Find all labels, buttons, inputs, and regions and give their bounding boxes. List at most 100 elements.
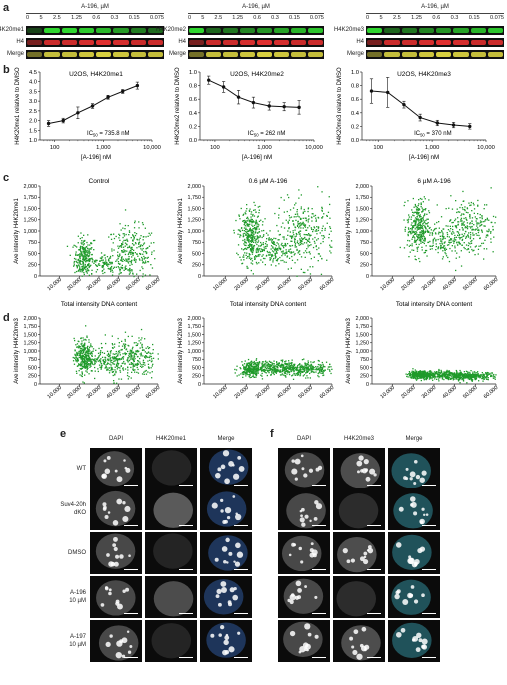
scatter-point: [452, 240, 454, 242]
scatter-point: [307, 363, 309, 366]
scatter-point: [112, 369, 114, 371]
scatter-point: [416, 232, 418, 234]
scatter-point: [129, 353, 132, 355]
scatter-point: [459, 377, 462, 379]
scatter-point: [462, 379, 465, 381]
scatter-point: [121, 345, 124, 347]
scatter-point: [121, 244, 123, 246]
scatter-point: [91, 269, 93, 271]
scatter-point: [465, 217, 467, 219]
scatter-point: [104, 367, 106, 369]
scatter-point: [420, 230, 423, 232]
scatter-point: [255, 251, 257, 253]
scatter-point: [93, 363, 95, 366]
scatter-point: [422, 239, 425, 241]
scatter-point: [422, 222, 425, 224]
scatter-point: [262, 243, 264, 246]
scatter-point: [315, 366, 317, 368]
scatter-point: [80, 375, 83, 377]
scatter-point: [116, 361, 119, 363]
scatter-point: [244, 223, 246, 225]
scatter-point: [426, 229, 429, 231]
scatter-point: [416, 229, 418, 231]
scatter-point: [77, 365, 79, 367]
concentration-label: 0.3: [450, 15, 459, 21]
scatter-point: [86, 361, 88, 363]
scatter-point: [249, 367, 251, 369]
scatter-point: [66, 245, 69, 247]
scatter-point: [255, 364, 258, 366]
y-tick-label: 1,000: [24, 229, 38, 235]
scatter-point: [255, 359, 257, 361]
scatter-point: [86, 357, 88, 360]
blot-band: [418, 52, 434, 57]
scatter-point: [408, 371, 411, 373]
scatter-point: [299, 230, 302, 232]
y-axis-label: Ave intensity H4K20me3: [14, 318, 20, 384]
scatter-point: [141, 245, 144, 247]
scatter-point: [75, 260, 77, 262]
scatter-point: [440, 216, 443, 218]
concentration-label: 2.5: [53, 15, 61, 21]
blot-band: [96, 40, 112, 45]
scatter-point: [415, 230, 417, 233]
scatter-point: [468, 371, 470, 373]
scatter-point: [431, 232, 433, 234]
data-point: [76, 111, 80, 115]
scatter-point: [306, 371, 308, 373]
scatter-point: [130, 362, 132, 364]
scatter-point: [247, 233, 250, 235]
scatter-point: [271, 371, 273, 373]
scatter-point: [251, 246, 253, 248]
scatter-point: [87, 265, 89, 267]
scatter-point: [86, 355, 88, 357]
scatter-point: [276, 259, 279, 261]
scatter-point: [242, 364, 244, 366]
scatter-point: [448, 241, 450, 243]
scatter-point: [488, 228, 490, 230]
scatter-point: [149, 352, 151, 354]
scatter-point: [140, 352, 142, 354]
scatter-point: [469, 375, 471, 377]
scatter-point: [466, 382, 468, 384]
scatter-point: [494, 376, 496, 378]
scatter-point: [481, 242, 483, 245]
blot-band: [240, 52, 255, 57]
scatter-point: [470, 204, 472, 206]
scatter-point: [248, 371, 250, 373]
scatter-point: [307, 208, 309, 210]
scatter-point: [270, 264, 272, 266]
scatter-point: [257, 241, 259, 243]
scatter-point: [243, 371, 245, 373]
scatter-point: [278, 214, 280, 216]
scatter-point: [312, 369, 314, 371]
scatter-point: [85, 357, 88, 359]
scatter-point: [488, 219, 490, 221]
scatter-point: [252, 245, 254, 247]
scatter-point: [294, 373, 296, 375]
scatter-point: [306, 366, 308, 368]
scatter-point: [296, 211, 298, 213]
scatter-point: [465, 370, 468, 372]
scatter-point: [256, 263, 258, 265]
scatter-point: [294, 236, 296, 238]
scatter-point: [88, 249, 90, 251]
scatter-point: [416, 235, 418, 237]
scatter-point: [110, 369, 112, 371]
scatter-point: [437, 247, 439, 249]
scatter-point: [466, 226, 468, 229]
scatter-point: [252, 371, 254, 373]
scatter-point: [311, 208, 313, 210]
scatter-point: [113, 357, 115, 359]
scatter-point: [273, 366, 275, 368]
scatter-point: [276, 369, 278, 371]
scatter-point: [278, 371, 281, 373]
scatter-point: [131, 270, 133, 272]
scatter-point: [130, 366, 132, 369]
scatter-point: [103, 352, 106, 354]
scatter-point: [128, 356, 131, 358]
blot-row-label: H4K20me3: [333, 27, 364, 33]
scatter-point: [477, 371, 479, 373]
scatter-point: [290, 236, 293, 238]
scatter-point: [483, 378, 486, 380]
